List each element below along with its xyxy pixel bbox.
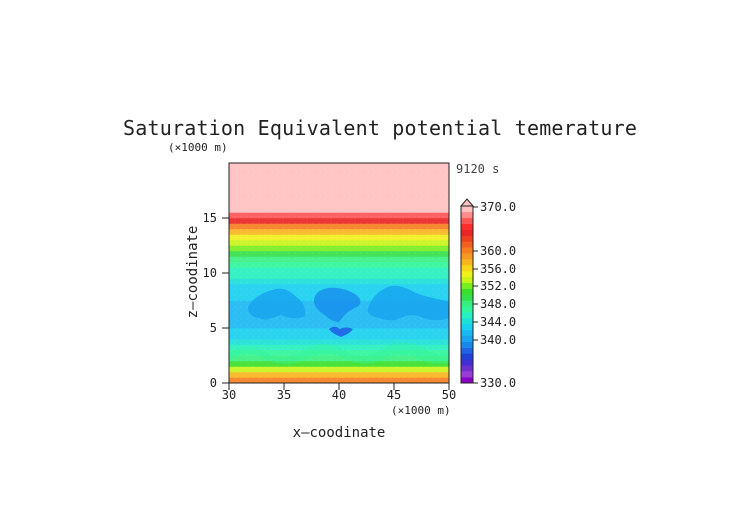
colorbar: 370.0 360.0 356.0 352.0 348.0 344.0 340.… <box>459 198 516 390</box>
colorbar-band-16 <box>461 282 473 289</box>
colorbar-band-3 <box>461 359 473 366</box>
heatmap-speckle-overlay <box>229 163 449 383</box>
colorbar-tick-label-360: 360.0 <box>480 244 516 258</box>
x-tick-label-40: 40 <box>332 388 346 402</box>
colorbar-band-4 <box>461 353 473 360</box>
colorbar-band-13 <box>461 300 473 307</box>
colorbar-tick-360: 360.0 <box>473 244 516 258</box>
colorbar-tick-340: 340.0 <box>473 333 516 347</box>
x-tick-label-30: 30 <box>222 388 236 402</box>
colorbar-band-24 <box>461 235 473 242</box>
x-tick-40: 40 <box>332 383 346 402</box>
x-tick-45: 45 <box>387 383 401 402</box>
y-axis-unit: (×1000 m) <box>168 141 228 154</box>
center-cloud-feature <box>313 287 361 322</box>
x-tick-label-50: 50 <box>442 388 456 402</box>
colorbar-band-2 <box>461 365 473 372</box>
colorbar-band-28 <box>461 211 473 219</box>
x-tick-50: 50 <box>442 383 456 402</box>
colorbar-band-14 <box>461 294 473 301</box>
colorbar-band-27 <box>461 217 473 224</box>
y-tick-label-0: 0 <box>210 376 217 390</box>
colorbar-band-9 <box>461 324 473 331</box>
colorbar-band-15 <box>461 288 473 295</box>
colorbar-band-20 <box>461 259 473 266</box>
colorbar-tick-label-352: 352.0 <box>480 279 516 293</box>
colorbar-tick-label-348: 348.0 <box>480 297 516 311</box>
y-tick-label-10: 10 <box>203 266 217 280</box>
colorbar-band-26 <box>461 223 473 230</box>
colorbar-tick-344: 344.0 <box>473 315 516 329</box>
colorbar-tick-370: 370.0 <box>473 200 516 214</box>
x-axis-label: x—coodinate <box>293 425 386 441</box>
colorbar-band-8 <box>461 329 473 337</box>
colorbar-band-10 <box>461 318 473 325</box>
colorbar-band-7 <box>461 335 473 342</box>
left-cloud-feature <box>248 288 306 320</box>
y-axis: 0 5 10 15 z—coodinate <box>185 211 229 390</box>
y-tick-5: 5 <box>210 321 229 335</box>
y-tick-label-15: 15 <box>203 211 217 225</box>
y-tick-15: 15 <box>203 211 229 225</box>
colorbar-tick-352: 352.0 <box>473 279 516 293</box>
x-tick-30: 30 <box>222 383 236 402</box>
y-tick-0: 0 <box>210 376 229 390</box>
colorbar-band-11 <box>461 312 473 319</box>
colorbar-max-arrow <box>459 198 475 207</box>
x-tick-label-35: 35 <box>277 388 291 402</box>
colorbar-band-18 <box>461 270 473 278</box>
colorbar-band-17 <box>461 276 473 283</box>
colorbar-band-1 <box>461 371 473 378</box>
colorbar-border <box>460 205 474 384</box>
dark-blue-feature <box>329 326 353 337</box>
lower-wave-band <box>229 342 449 365</box>
simulation-time: 9120 s <box>456 162 499 176</box>
colorbar-tick-label-356: 356.0 <box>480 262 516 276</box>
colorbar-tick-label-344: 344.0 <box>480 315 516 329</box>
heatmap-area <box>228 162 450 384</box>
colorbar-band-19 <box>461 265 473 272</box>
colorbar-bands <box>461 206 473 384</box>
colorbar-band-29 <box>461 206 473 213</box>
colorbar-band-25 <box>461 229 473 236</box>
colorbar-band-12 <box>461 306 473 313</box>
y-axis-label: z—coodinate <box>185 226 201 319</box>
colorbar-tick-label-370: 370.0 <box>480 200 516 214</box>
x-tick-label-45: 45 <box>387 388 401 402</box>
colorbar-band-22 <box>461 247 473 254</box>
x-axis: 30 35 40 45 50 (×1000 m) x—coodinate <box>222 383 456 441</box>
colorbar-tick-330: 330.0 <box>473 376 516 390</box>
chart-title: Saturation Equivalent potential temeratu… <box>123 116 637 140</box>
x-tick-35: 35 <box>277 383 291 402</box>
colorbar-band-23 <box>461 241 473 248</box>
y-tick-label-5: 5 <box>210 321 217 335</box>
right-cloud-feature <box>367 285 449 321</box>
y-tick-10: 10 <box>203 266 229 280</box>
colorbar-tick-label-340: 340.0 <box>480 333 516 347</box>
convective-feature-overlays <box>229 285 449 365</box>
colorbar-tick-356: 356.0 <box>473 262 516 276</box>
colorbar-tick-348: 348.0 <box>473 297 516 311</box>
x-axis-unit: (×1000 m) <box>391 404 451 417</box>
colorbar-tick-label-330: 330.0 <box>480 376 516 390</box>
colorbar-band-21 <box>461 253 473 260</box>
colorbar-band-0 <box>461 377 473 384</box>
colorbar-band-6 <box>461 341 473 348</box>
colorbar-band-5 <box>461 347 473 354</box>
